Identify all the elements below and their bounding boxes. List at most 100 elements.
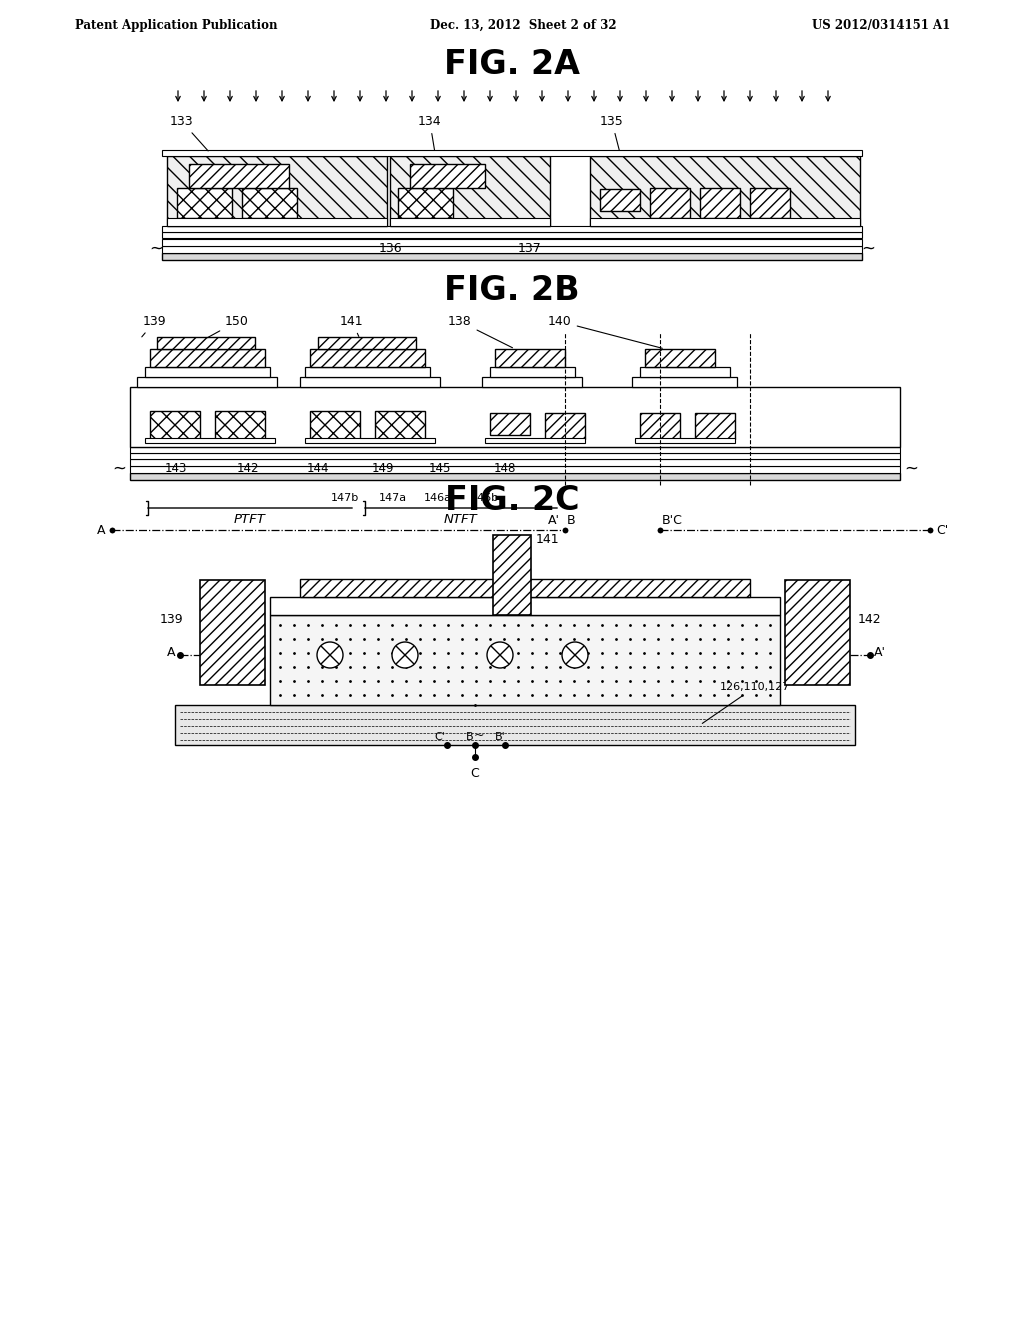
Bar [177, 187, 232, 218]
Bar [545, 413, 585, 440]
Bar [398, 187, 453, 218]
Bar [150, 348, 265, 367]
Text: ~: ~ [112, 459, 126, 478]
Bar [300, 378, 440, 387]
Text: A: A [96, 524, 105, 536]
Text: C': C' [936, 524, 948, 536]
Text: A: A [167, 647, 175, 660]
Bar [635, 438, 735, 444]
Bar [162, 150, 862, 156]
Bar [130, 459, 900, 466]
Bar [493, 535, 531, 615]
Bar [157, 337, 255, 348]
Bar [162, 253, 862, 260]
Text: 141: 141 [340, 315, 364, 337]
Text: ~: ~ [861, 240, 874, 257]
Bar [640, 367, 730, 378]
Bar [650, 187, 690, 218]
Bar [305, 438, 435, 444]
Text: 144: 144 [307, 462, 330, 475]
Bar [695, 413, 735, 440]
Bar [640, 413, 680, 440]
Text: PTFT: PTFT [234, 513, 266, 525]
Text: 120,121: 120,121 [204, 672, 250, 682]
Bar [200, 579, 265, 685]
Text: 140: 140 [548, 315, 663, 348]
Text: 138: 138 [449, 315, 513, 347]
Bar [632, 378, 737, 387]
Text: C': C' [434, 733, 445, 742]
Text: ~: ~ [474, 729, 484, 742]
Circle shape [562, 642, 588, 668]
Text: 142: 142 [237, 462, 259, 475]
Text: 146b: 146b [471, 492, 499, 503]
Bar [137, 378, 278, 387]
Bar [130, 447, 900, 453]
Bar [145, 438, 275, 444]
Bar [590, 156, 860, 226]
Text: 126,110,127: 126,110,127 [702, 682, 791, 723]
Bar [130, 473, 900, 480]
Bar [162, 232, 862, 238]
Bar [490, 413, 530, 436]
Bar [242, 187, 297, 218]
Text: 142: 142 [858, 612, 882, 626]
Bar [390, 218, 550, 226]
Bar [167, 218, 387, 226]
Text: 143: 143 [165, 462, 187, 475]
Text: US 2012/0314151 A1: US 2012/0314151 A1 [812, 18, 950, 32]
Text: 139: 139 [141, 315, 167, 337]
Text: NTFT: NTFT [444, 513, 478, 525]
Bar [485, 438, 585, 444]
Text: 134: 134 [418, 115, 441, 150]
Bar [145, 367, 270, 378]
Bar [150, 411, 200, 440]
Bar [410, 164, 485, 187]
Text: FIG. 2C: FIG. 2C [444, 483, 580, 516]
Text: 135: 135 [600, 115, 624, 150]
Bar [785, 579, 850, 685]
Circle shape [487, 642, 513, 668]
Bar [700, 187, 740, 218]
Text: 148: 148 [494, 462, 516, 475]
Text: 147b: 147b [331, 492, 359, 503]
Bar [215, 411, 265, 440]
Bar [482, 378, 582, 387]
Bar [318, 337, 416, 348]
Text: B'C: B'C [662, 513, 683, 527]
Text: Patent Application Publication: Patent Application Publication [75, 18, 278, 32]
Text: C: C [471, 767, 479, 780]
Bar [130, 466, 900, 473]
Text: 133: 133 [170, 115, 208, 150]
Bar [310, 348, 425, 367]
Bar [600, 189, 640, 211]
Bar [495, 348, 565, 367]
Bar [130, 453, 900, 459]
Text: ~: ~ [904, 459, 918, 478]
Bar [750, 187, 790, 218]
Bar [189, 164, 289, 187]
Text: FIG. 2B: FIG. 2B [444, 273, 580, 306]
Bar [300, 579, 750, 597]
Text: 150: 150 [208, 315, 249, 338]
Circle shape [392, 642, 418, 668]
Bar [375, 411, 425, 440]
Bar [175, 705, 855, 744]
Text: B': B' [495, 733, 506, 742]
Text: ~: ~ [150, 240, 163, 257]
Bar [270, 597, 780, 615]
Text: 145: 145 [429, 462, 452, 475]
Bar [645, 348, 715, 367]
Bar [270, 615, 780, 705]
Text: 139: 139 [160, 612, 183, 626]
Bar [390, 156, 550, 226]
Bar [590, 218, 860, 226]
Text: 122,123: 122,123 [790, 672, 836, 682]
Text: 149: 149 [372, 462, 394, 475]
Bar [167, 156, 387, 226]
Text: 147a: 147a [379, 492, 408, 503]
Text: FIG. 2A: FIG. 2A [444, 49, 580, 82]
Bar [162, 239, 862, 246]
Text: 141: 141 [536, 533, 560, 546]
Text: Dec. 13, 2012  Sheet 2 of 32: Dec. 13, 2012 Sheet 2 of 32 [430, 18, 616, 32]
